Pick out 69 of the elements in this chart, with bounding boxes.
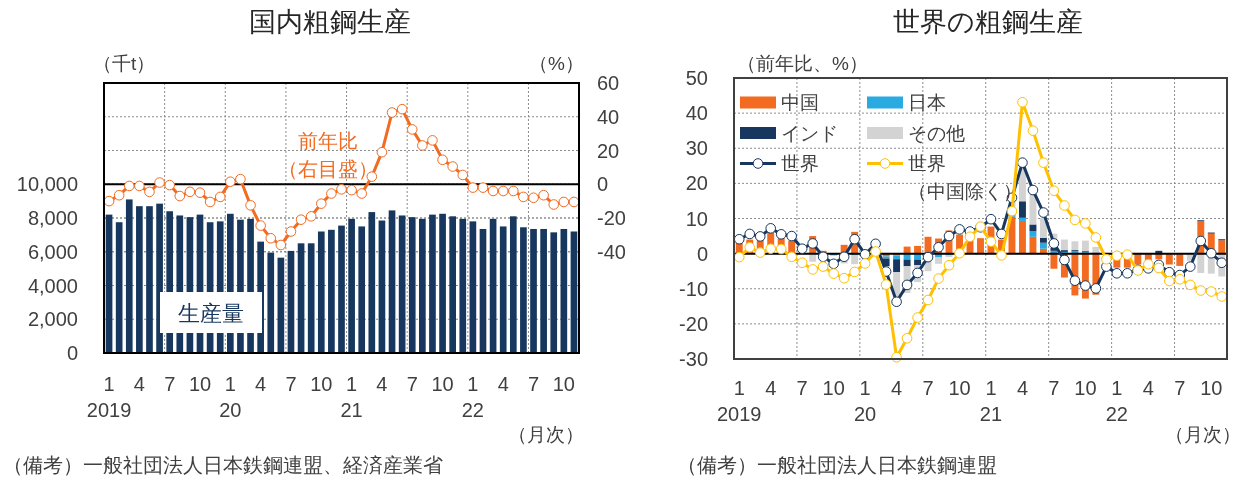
x-axis-title: （月次）	[508, 424, 584, 445]
chart-title: 国内粗鋼生産	[249, 7, 411, 37]
y-axis-title: （千t）	[93, 53, 156, 74]
series-label: 生産量	[178, 301, 244, 326]
x-tick-label: 1 20	[853, 377, 877, 425]
x-tick-label: 1 2019	[86, 373, 132, 421]
legend-label: インド	[781, 122, 838, 144]
x-tick-label: 7	[406, 373, 418, 395]
x-tick-label: 4	[497, 373, 509, 395]
x-tick-label: 7	[1174, 377, 1186, 399]
x-tick-label: 4	[891, 377, 903, 399]
text: （備考）一般社団法人日本鉄鋼連盟、経済産業省	[3, 454, 443, 476]
y-tick-label: 0	[696, 242, 708, 265]
x-axis-title: （月次）	[1165, 424, 1241, 445]
y2-tick-label: 0	[597, 173, 609, 196]
legend-label: 中国	[781, 92, 819, 114]
y2-tick-label: 60	[597, 72, 620, 94]
x-tick-label: 10	[188, 373, 212, 395]
x-tick-label: 10	[822, 377, 845, 399]
x-tick-label: 1 22	[461, 373, 485, 421]
x-tick-label: 1 2019	[716, 377, 762, 425]
y-tick-label: 10	[685, 207, 708, 230]
x-tick-label: 7	[796, 377, 808, 399]
y2-tick-label: -40	[597, 240, 626, 263]
x-tick-label: 4	[376, 373, 388, 395]
x-tick-label: 4	[765, 377, 777, 399]
y2-axis-title: （%）	[529, 53, 584, 74]
legend-label: その他	[908, 122, 965, 144]
y-tick-label: 30	[685, 137, 708, 160]
legend-label: 世界	[781, 153, 819, 175]
x-tick-label: 10	[948, 377, 971, 399]
y-tick-label: 10,000	[16, 173, 78, 196]
y-tick-label: 50	[685, 67, 708, 89]
x-tick-label: 7	[285, 373, 297, 395]
y2-tick-label: 40	[597, 105, 620, 128]
y-tick-label: -30	[679, 348, 708, 370]
x-tick-label: 10	[1200, 377, 1223, 399]
x-tick-label: 1 21	[979, 377, 1003, 425]
y-tick-label: -20	[679, 312, 708, 335]
legend-label: 日本	[908, 92, 946, 114]
x-tick-label: 7	[1048, 377, 1060, 399]
y-tick-label: 40	[685, 102, 708, 125]
legend-label: 世界（中国除く）	[908, 153, 1022, 203]
y-tick-label: 0	[66, 342, 78, 364]
text: （備考）一般社団法人日本鉄鋼連盟	[677, 454, 997, 476]
y2-tick-label: -20	[597, 207, 626, 229]
x-tick-label: 4	[133, 373, 145, 395]
x-tick-label: 10	[1074, 377, 1097, 399]
y2-tick-label: 20	[597, 139, 620, 162]
x-tick-label: 7	[164, 373, 176, 395]
x-tick-label: 10	[552, 373, 575, 395]
y-tick-label: 4,000	[27, 274, 78, 297]
chart-title: 世界の粗鋼生産	[893, 7, 1083, 37]
y-tick-label: 6,000	[27, 240, 78, 263]
x-tick-label: 7	[527, 373, 540, 395]
x-tick-label: 10	[431, 373, 454, 395]
y-axis-title: （前年比、%）	[737, 53, 868, 74]
x-tick-label: 4	[1142, 377, 1154, 399]
x-tick-label: 1 22	[1105, 377, 1128, 425]
x-tick-label: 1 20	[219, 373, 242, 421]
y-tick-label: 2,000	[27, 308, 78, 331]
y-tick-label: 20	[685, 172, 708, 195]
x-tick-label: 7	[922, 377, 934, 399]
y-tick-label: -10	[679, 277, 708, 300]
x-tick-label: 10	[310, 373, 333, 395]
y-tick-label: 8,000	[27, 207, 78, 229]
x-tick-label: 4	[255, 373, 267, 395]
x-tick-label: 4	[1016, 377, 1029, 399]
x-tick-label: 1 21	[340, 373, 363, 421]
